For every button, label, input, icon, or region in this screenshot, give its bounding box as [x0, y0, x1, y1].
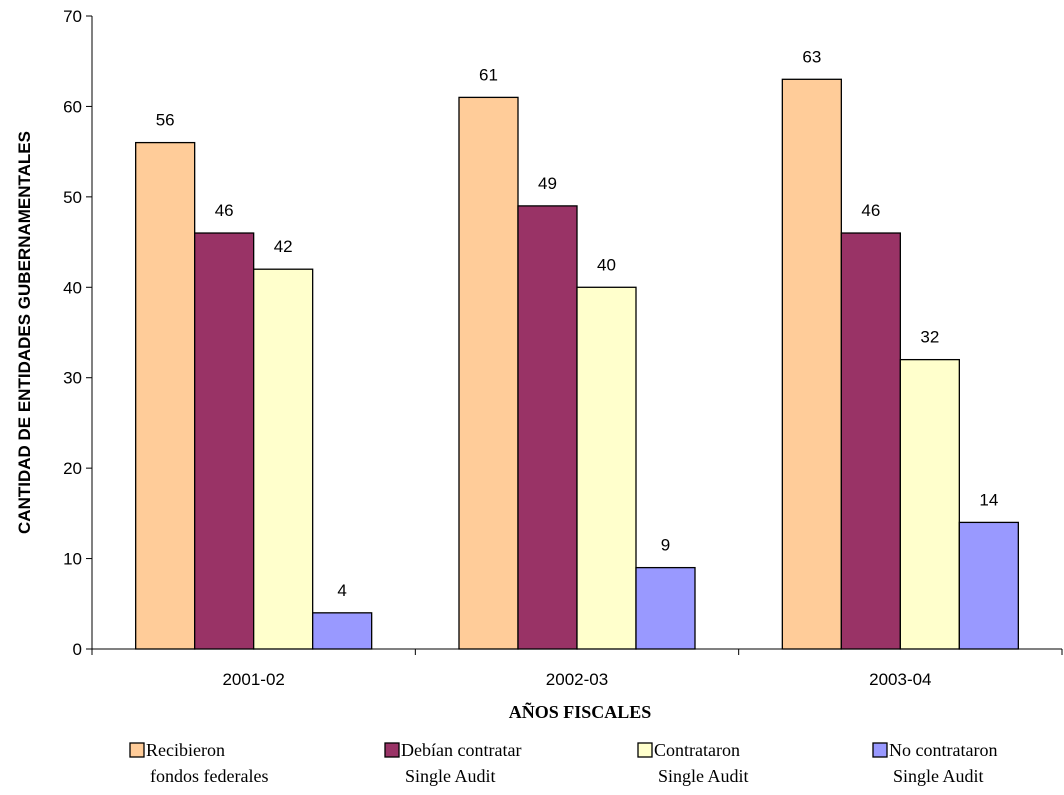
bar — [899, 358, 960, 650]
bar — [781, 78, 842, 650]
y-axis: 0 10 20 30 40 50 60 70 — [63, 7, 93, 659]
legend-swatch — [384, 742, 400, 758]
data-label: 9 — [661, 536, 670, 555]
legend-label: Single Audit — [405, 766, 496, 786]
bar — [958, 521, 1019, 650]
data-label: 40 — [597, 255, 616, 274]
legend-label: Debían contratar — [401, 740, 521, 760]
legend: Recibieron fondos federales Debían contrat… — [129, 740, 997, 786]
legend-label: Single Audit — [893, 766, 984, 786]
y-axis-title: CANTIDAD DE ENTIDADES GUBERNAMENTALES — [15, 131, 34, 534]
data-label: 4 — [337, 581, 346, 600]
bar — [840, 232, 901, 650]
legend-label: No contrataron — [889, 740, 997, 760]
x-tick-label: 2003-04 — [869, 670, 931, 689]
x-axis: 2001-02 2002-03 2003-04 — [91, 648, 1063, 689]
legend-label: Single Audit — [658, 766, 749, 786]
bar — [635, 566, 696, 650]
x-tick-label: 2002-03 — [546, 670, 608, 689]
data-label: 61 — [479, 65, 498, 84]
data-label: 46 — [861, 201, 880, 220]
y-tick-label: 60 — [63, 97, 82, 116]
bar — [135, 141, 196, 650]
data-label: 32 — [920, 328, 939, 347]
bars — [135, 78, 1019, 650]
bar — [253, 268, 314, 650]
data-label: 49 — [538, 174, 557, 193]
legend-label: Recibieron — [146, 740, 225, 760]
x-tick-label: 2001-02 — [222, 670, 284, 689]
bar — [194, 232, 255, 650]
legend-swatch — [872, 742, 888, 758]
y-tick-label: 0 — [73, 640, 82, 659]
legend-swatch — [129, 742, 145, 758]
data-label: 42 — [274, 237, 293, 256]
legend-swatch — [637, 742, 653, 758]
data-label: 63 — [802, 47, 821, 66]
y-tick-label: 40 — [63, 278, 82, 297]
bar — [458, 96, 519, 650]
y-tick-label: 50 — [63, 188, 82, 207]
legend-label: Contrataron — [654, 740, 740, 760]
x-axis-title: AÑOS FISCALES — [509, 701, 652, 722]
y-tick-label: 20 — [63, 459, 82, 478]
y-tick-label: 30 — [63, 369, 82, 388]
data-label: 56 — [156, 111, 175, 130]
bar — [312, 612, 373, 650]
y-tick-label: 10 — [63, 550, 82, 569]
y-tick-label: 70 — [63, 7, 82, 26]
data-label: 14 — [979, 490, 998, 509]
legend-label: fondos federales — [150, 766, 268, 786]
data-label: 46 — [215, 201, 234, 220]
bar — [517, 205, 578, 650]
bar — [576, 286, 637, 650]
